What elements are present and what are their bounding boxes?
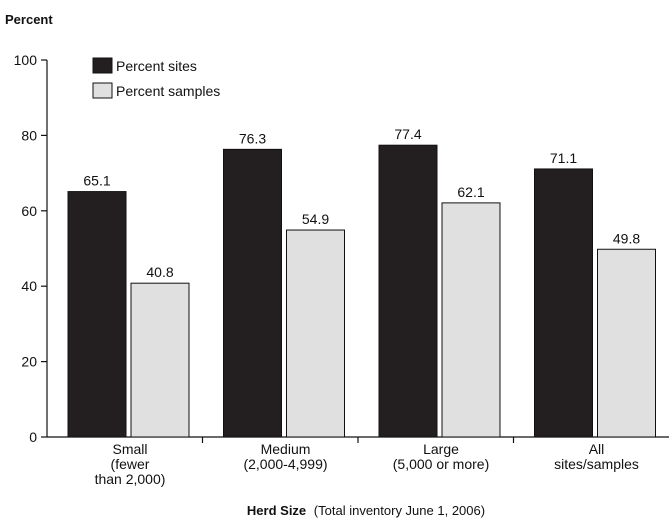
bar-percent-samples [441, 202, 501, 438]
bar-percent-samples [130, 282, 190, 438]
category-labels: Small (fewer than 2,000) Medium (2,000-4,999… [95, 441, 639, 487]
x-axis-title-bold: Herd Size [247, 503, 306, 518]
bar-percent-samples [286, 229, 345, 438]
data-label: 49.8 [613, 230, 640, 246]
category-label: Medium (2,000-4,999) [243, 441, 327, 472]
y-tick-labels: 0 20 40 60 80 100 [14, 52, 38, 445]
category-label-line: (5,000 or more) [393, 456, 489, 472]
category-label-line: (2,000-4,999) [243, 456, 327, 472]
category-label-line: Large [423, 441, 459, 457]
y-tick-label: 100 [14, 52, 38, 68]
legend: Percent sites Percent samples [92, 57, 220, 99]
bar-percent-sites [67, 191, 127, 438]
category-label-line: All [589, 441, 605, 457]
data-label: 54.9 [302, 211, 329, 227]
y-tick-label: 80 [21, 127, 37, 143]
legend-swatch-samples [92, 82, 113, 99]
category-label-line: than 2,000) [95, 471, 166, 487]
y-tick-label: 60 [21, 203, 37, 219]
y-tick-label: 40 [21, 278, 37, 294]
bars: 65.1 40.8 76.3 54.9 77.4 62.1 71.1 49.8 [67, 126, 656, 438]
legend-swatch-sites [92, 57, 113, 74]
category-label: All sites/samples [554, 441, 639, 472]
bar-percent-sites [223, 148, 282, 438]
x-axis-title-rest: (Total inventory June 1, 2006) [314, 503, 485, 518]
data-label: 76.3 [239, 130, 266, 146]
category-label: Large (5,000 or more) [393, 441, 489, 472]
data-label: 71.1 [550, 150, 577, 166]
data-label: 77.4 [394, 126, 421, 142]
y-axis-title: Percent [5, 12, 53, 27]
legend-label: Percent sites [116, 58, 197, 74]
category-label-line: sites/samples [554, 456, 639, 472]
data-label: 40.8 [146, 264, 173, 280]
x-axis-title: Herd Size (Total inventory June 1, 2006) [247, 503, 485, 518]
bar-percent-samples [597, 248, 656, 438]
y-tick-label: 20 [21, 354, 37, 370]
category-label-line: Medium [261, 441, 311, 457]
category-label-line: (fewer [111, 456, 150, 472]
category-label-line: Small [112, 441, 147, 457]
bar-percent-sites [378, 144, 438, 438]
data-label: 62.1 [457, 184, 484, 200]
bar-percent-sites [534, 168, 593, 438]
category-label: Small (fewer than 2,000) [95, 441, 166, 487]
legend-label: Percent samples [116, 83, 220, 99]
data-label: 65.1 [83, 173, 110, 189]
y-tick-label: 0 [29, 429, 37, 445]
